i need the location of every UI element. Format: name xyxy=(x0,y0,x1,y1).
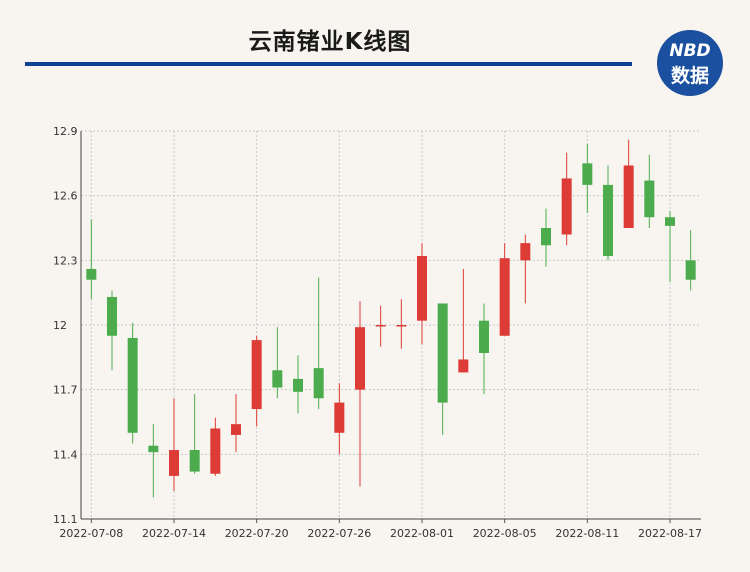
y-tick-label: 11.7 xyxy=(53,384,78,397)
y-tick-label: 12.3 xyxy=(53,254,78,267)
candle-body xyxy=(417,256,427,321)
x-tick-label: 2022-08-05 xyxy=(473,527,537,540)
candle-body xyxy=(561,178,572,235)
candle-body xyxy=(665,217,675,226)
candle-body xyxy=(169,450,179,476)
candle-body xyxy=(148,445,159,453)
logo-top-text: NBD xyxy=(669,41,711,61)
candle-body xyxy=(313,368,324,399)
y-tick-label: 11.4 xyxy=(53,448,78,461)
candle-body xyxy=(479,320,489,354)
y-tick-label: 12 xyxy=(53,319,67,332)
x-tick-label: 2022-08-01 xyxy=(390,527,454,540)
candle-body xyxy=(520,243,531,261)
candle-body xyxy=(644,180,655,218)
candle-body xyxy=(375,325,386,327)
candle-body xyxy=(334,402,345,433)
nbd-logo: NBD 数据 xyxy=(657,30,723,96)
candle-body xyxy=(685,260,696,280)
candle-body xyxy=(355,327,365,390)
chart-title: 云南锗业K线图 xyxy=(248,29,412,55)
candle-body xyxy=(251,340,262,410)
candle-body xyxy=(437,303,448,403)
candle-body xyxy=(623,165,634,228)
candle-body xyxy=(231,424,241,435)
x-tick-label: 2022-07-08 xyxy=(59,527,123,540)
x-tick-label: 2022-08-11 xyxy=(555,527,619,540)
candle-body xyxy=(499,258,510,336)
x-tick-label: 2022-08-17 xyxy=(638,527,702,540)
y-tick-label: 12.6 xyxy=(53,190,78,203)
x-tick-label: 2022-07-20 xyxy=(225,527,289,540)
candle-body xyxy=(210,428,221,474)
y-tick-label: 11.1 xyxy=(53,513,78,526)
logo-bottom-text: 数据 xyxy=(670,65,709,87)
candle-body xyxy=(293,378,303,392)
x-tick-label: 2022-07-26 xyxy=(307,527,371,540)
title-underline xyxy=(25,62,632,66)
candle-body xyxy=(458,359,469,373)
candle-body xyxy=(107,296,117,336)
candle-body xyxy=(603,184,613,257)
candle-body xyxy=(396,325,407,327)
candle-body xyxy=(272,370,283,388)
candle-body xyxy=(86,268,97,280)
candle-body xyxy=(541,228,551,246)
x-tick-label: 2022-07-14 xyxy=(142,527,206,540)
y-tick-label: 12.9 xyxy=(53,125,78,138)
candle-body xyxy=(582,163,593,185)
candle-body xyxy=(189,450,200,472)
candle-body xyxy=(127,337,138,433)
